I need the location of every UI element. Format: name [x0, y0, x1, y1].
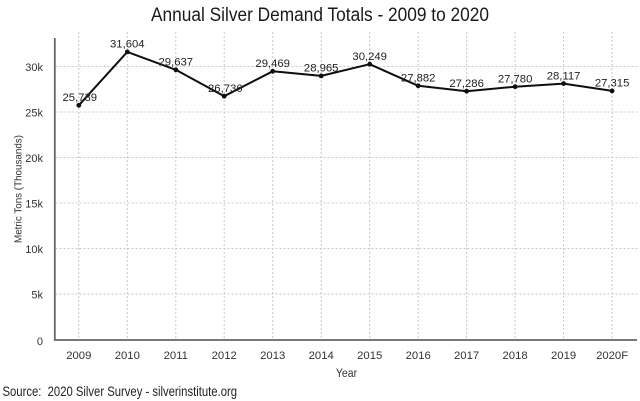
svg-text:30,249: 30,249	[352, 51, 387, 63]
svg-text:2015: 2015	[357, 350, 382, 362]
svg-text:2018: 2018	[503, 350, 528, 362]
svg-text:25k: 25k	[25, 108, 43, 120]
svg-text:27,882: 27,882	[401, 73, 436, 85]
svg-text:2017: 2017	[454, 350, 479, 362]
svg-text:27,315: 27,315	[595, 78, 630, 90]
svg-text:5k: 5k	[31, 290, 43, 302]
svg-text:2019: 2019	[551, 350, 576, 362]
svg-text:2009: 2009	[66, 350, 91, 362]
svg-text:27,286: 27,286	[449, 78, 484, 90]
svg-text:2016: 2016	[406, 350, 431, 362]
svg-text:30k: 30k	[25, 62, 43, 74]
svg-text:25,739: 25,739	[63, 92, 98, 104]
svg-text:28,117: 28,117	[547, 70, 581, 82]
svg-text:29,637: 29,637	[159, 57, 194, 69]
svg-text:Source: 2020 Silver Survey -: Source: 2020 Silver Survey - silverinsti…	[3, 383, 238, 399]
svg-text:Metric Tons (Thousands): Metric Tons (Thousands)	[13, 135, 25, 243]
svg-text:2020F: 2020F	[596, 350, 628, 362]
svg-text:Year: Year	[336, 368, 357, 380]
svg-text:0: 0	[37, 336, 43, 348]
svg-text:2014: 2014	[309, 350, 334, 362]
svg-text:20k: 20k	[25, 153, 43, 165]
svg-text:2013: 2013	[260, 350, 285, 362]
svg-text:31,604: 31,604	[110, 39, 145, 51]
svg-text:15k: 15k	[25, 199, 43, 211]
svg-text:28,965: 28,965	[304, 63, 339, 75]
svg-text:26,736: 26,736	[208, 83, 243, 95]
svg-text:Annual Silver Demand Totals -: Annual Silver Demand Totals - 2009 to 20…	[151, 4, 489, 26]
svg-text:27,780: 27,780	[498, 74, 533, 86]
svg-text:2011: 2011	[164, 350, 188, 362]
svg-text:2012: 2012	[212, 350, 237, 362]
svg-text:2010: 2010	[115, 350, 140, 362]
svg-text:10k: 10k	[25, 244, 43, 256]
svg-text:29,469: 29,469	[255, 58, 290, 70]
